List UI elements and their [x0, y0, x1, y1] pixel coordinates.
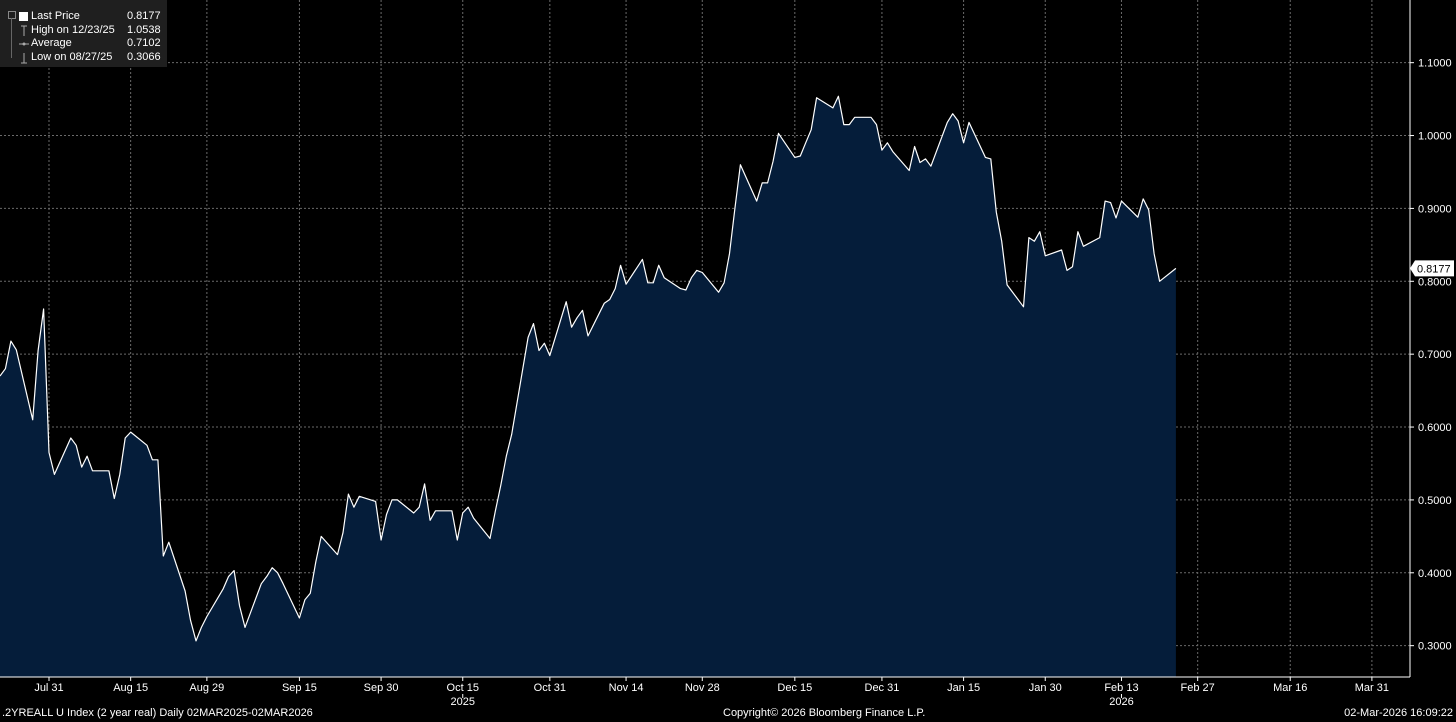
square-icon — [19, 12, 28, 21]
legend-item-last-price[interactable]: Last Price 0.8177 — [0, 10, 167, 24]
last-price-label: 0.8177 — [1417, 263, 1451, 275]
axes: 0.3000 0.4000 0.5000 0.6000 0.7000 0.8000 0.90… — [0, 0, 1454, 708]
year-label: 2025 — [450, 696, 474, 708]
x-tick-label: Jan 30 — [1029, 682, 1062, 694]
legend-value: 0.8177 — [127, 10, 161, 22]
legend-value: 0.3066 — [127, 51, 161, 64]
legend-item-average[interactable]: Average 0.7102 — [0, 37, 167, 51]
y-tick-label: 0.3000 — [1418, 641, 1452, 653]
legend-item-high[interactable]: High on 12/23/25 1.0538 — [0, 24, 167, 38]
footer-timestamp: 02-Mar-2026 16:09:22 — [1344, 707, 1453, 719]
x-tick-label: Nov 14 — [609, 682, 644, 694]
legend-label: Low on 08/27/25 — [31, 51, 113, 64]
average-marker-icon — [19, 42, 29, 46]
x-tick-label: Feb 13 — [1104, 682, 1138, 694]
x-tick-label: Dec 31 — [865, 682, 900, 694]
legend-label: High on 12/23/25 — [31, 23, 115, 36]
x-tick-label: Jul 31 — [34, 682, 63, 694]
y-tick-label: 1.0000 — [1418, 131, 1452, 143]
last-price-tag — [1410, 260, 1454, 277]
x-tick-label: Aug 15 — [113, 682, 148, 694]
chart-footer: .2YREALL U Index (2 year real) Daily 02M… — [0, 704, 1456, 722]
x-tick-label: Dec 15 — [777, 682, 812, 694]
x-tick-label: Oct 31 — [534, 682, 566, 694]
footer-security-description: .2YREALL U Index (2 year real) Daily 02M… — [2, 707, 313, 719]
y-tick-label: 0.5000 — [1418, 495, 1452, 507]
y-tick-label: 0.9000 — [1418, 203, 1452, 215]
x-tick-label: Jan 15 — [947, 682, 980, 694]
low-marker-icon — [21, 53, 27, 64]
price-line-layer — [0, 95, 1177, 642]
legend-tree-line — [11, 18, 12, 58]
price-line — [0, 95, 1177, 642]
x-tick-label: Nov 28 — [685, 682, 720, 694]
y-tick-label: 0.7000 — [1418, 349, 1452, 361]
x-tick-label: Feb 27 — [1181, 682, 1215, 694]
x-tick-label: Aug 29 — [189, 682, 224, 694]
legend-label: Last Price — [31, 10, 80, 22]
x-tick-label: Mar 16 — [1273, 682, 1307, 694]
legend-value: 0.7102 — [127, 37, 161, 50]
high-marker-icon — [21, 25, 27, 36]
y-tick-label: 1.1000 — [1418, 58, 1452, 70]
legend-label: Average — [31, 37, 72, 50]
legend-item-low[interactable]: Low on 08/27/25 0.3066 — [0, 51, 167, 65]
x-tick-label: Sep 30 — [364, 682, 399, 694]
collapse-toggle-icon[interactable] — [8, 11, 16, 19]
y-tick-label: 0.8000 — [1418, 276, 1452, 288]
y-tick-label: 0.4000 — [1418, 568, 1452, 580]
x-tick-label: Mar 31 — [1355, 682, 1389, 694]
chart-legend: Last Price 0.8177 High on 12/23/25 1.053… — [0, 0, 167, 67]
area-fill-layer — [0, 96, 1176, 678]
y-tick-label: 0.6000 — [1418, 422, 1452, 434]
price-area — [0, 96, 1176, 678]
footer-copyright: Copyright© 2026 Bloomberg Finance L.P. — [723, 707, 926, 719]
x-tick-label: Sep 15 — [282, 682, 317, 694]
year-label: 2026 — [1109, 696, 1133, 708]
x-tick-label: Oct 15 — [447, 682, 479, 694]
legend-value: 1.0538 — [127, 23, 161, 36]
